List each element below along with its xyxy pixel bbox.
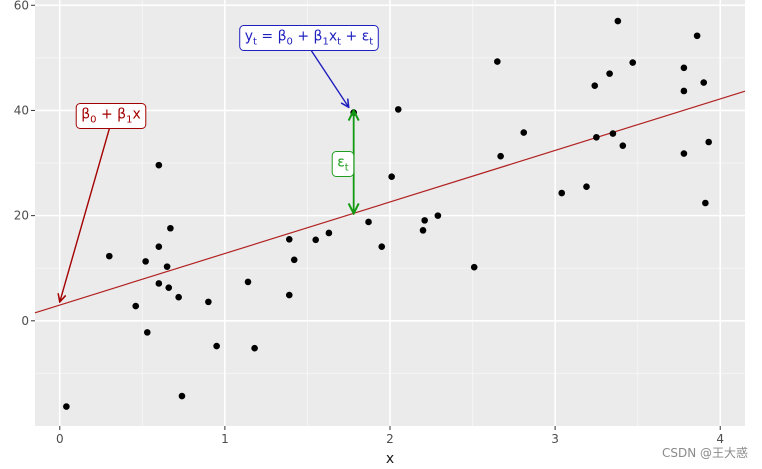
data-point bbox=[614, 17, 622, 25]
x-tick-label: 3 bbox=[551, 432, 559, 446]
y-tick-label: 40 bbox=[14, 103, 29, 117]
watermark: CSDN @王大惑 bbox=[662, 446, 748, 460]
fit-label-text: β0​ + β1​x bbox=[81, 107, 141, 126]
data-point bbox=[365, 218, 372, 226]
x-tick-label: 4 bbox=[716, 432, 724, 446]
data-point bbox=[693, 32, 701, 40]
data-point bbox=[213, 342, 220, 350]
data-point bbox=[394, 106, 402, 113]
data-point bbox=[143, 329, 151, 336]
data-point bbox=[155, 243, 163, 250]
fit-label: β0​ + β1​x bbox=[75, 103, 147, 129]
data-point bbox=[629, 59, 637, 66]
data-point bbox=[609, 130, 617, 137]
data-point bbox=[165, 284, 173, 291]
data-point bbox=[619, 142, 627, 149]
data-point bbox=[244, 278, 252, 286]
data-point bbox=[702, 199, 709, 207]
data-point bbox=[155, 161, 163, 169]
data-point bbox=[434, 212, 442, 219]
data-point bbox=[325, 229, 333, 237]
data-point bbox=[558, 189, 566, 197]
y-axis-ticks: 0 20 40 60 bbox=[14, 0, 35, 328]
data-point bbox=[421, 217, 428, 224]
residual-label: εt​ bbox=[331, 151, 355, 177]
data-point bbox=[106, 252, 113, 260]
residual-label-text: εt​ bbox=[337, 155, 349, 174]
data-point bbox=[700, 79, 708, 86]
points-layer bbox=[63, 17, 712, 410]
data-point bbox=[155, 280, 163, 287]
data-point bbox=[680, 87, 688, 95]
model-label-box bbox=[239, 25, 379, 51]
data-point bbox=[167, 224, 174, 232]
fit-line-layer bbox=[34, 90, 746, 314]
y-tick-label: 60 bbox=[14, 0, 29, 12]
data-point bbox=[470, 263, 478, 271]
x-tick-label: 2 bbox=[386, 432, 394, 446]
data-point bbox=[175, 293, 182, 301]
data-point bbox=[132, 302, 140, 310]
model-label: yt​ = β0​ + β1​xt​ + εt​ bbox=[239, 25, 379, 51]
data-point bbox=[178, 392, 186, 400]
data-point bbox=[290, 256, 298, 264]
regression-line bbox=[34, 90, 746, 314]
x-tick-label: 1 bbox=[221, 432, 229, 446]
model-label-arrow bbox=[306, 44, 348, 108]
data-point bbox=[142, 258, 149, 265]
data-point bbox=[285, 235, 293, 243]
data-point bbox=[583, 183, 590, 191]
grid-major bbox=[35, 0, 745, 426]
y-tick-label: 0 bbox=[21, 314, 29, 328]
data-point bbox=[251, 344, 258, 352]
data-point bbox=[312, 236, 319, 244]
data-point bbox=[378, 243, 386, 250]
fit-label-arrow bbox=[60, 128, 110, 302]
model-label-text: yt​ = β0​ + β1​xt​ + εt​ bbox=[245, 29, 374, 48]
data-point bbox=[705, 138, 712, 146]
y-tick-label: 20 bbox=[14, 209, 29, 223]
data-point bbox=[680, 64, 688, 72]
data-point bbox=[163, 263, 171, 270]
fit-label-box bbox=[75, 103, 147, 129]
x-axis-ticks: 0 1 2 3 4 bbox=[56, 426, 724, 446]
data-point bbox=[205, 298, 212, 306]
data-point bbox=[593, 133, 600, 141]
data-point bbox=[285, 291, 293, 299]
data-point bbox=[497, 152, 504, 160]
annotation-layer: β0​ + β1​x yt​ = β0​ + β1​xt​ + εt​ εt​ bbox=[60, 25, 379, 302]
data-point bbox=[680, 150, 688, 157]
x-axis-title: x bbox=[386, 451, 394, 467]
residual-label-box bbox=[331, 151, 355, 177]
data-point bbox=[591, 82, 599, 90]
data-point bbox=[606, 70, 613, 77]
data-point bbox=[419, 227, 427, 234]
x-tick-label: 0 bbox=[56, 432, 64, 446]
data-point bbox=[520, 129, 528, 136]
data-point bbox=[388, 173, 395, 181]
data-point bbox=[63, 403, 70, 410]
data-point bbox=[494, 58, 501, 65]
